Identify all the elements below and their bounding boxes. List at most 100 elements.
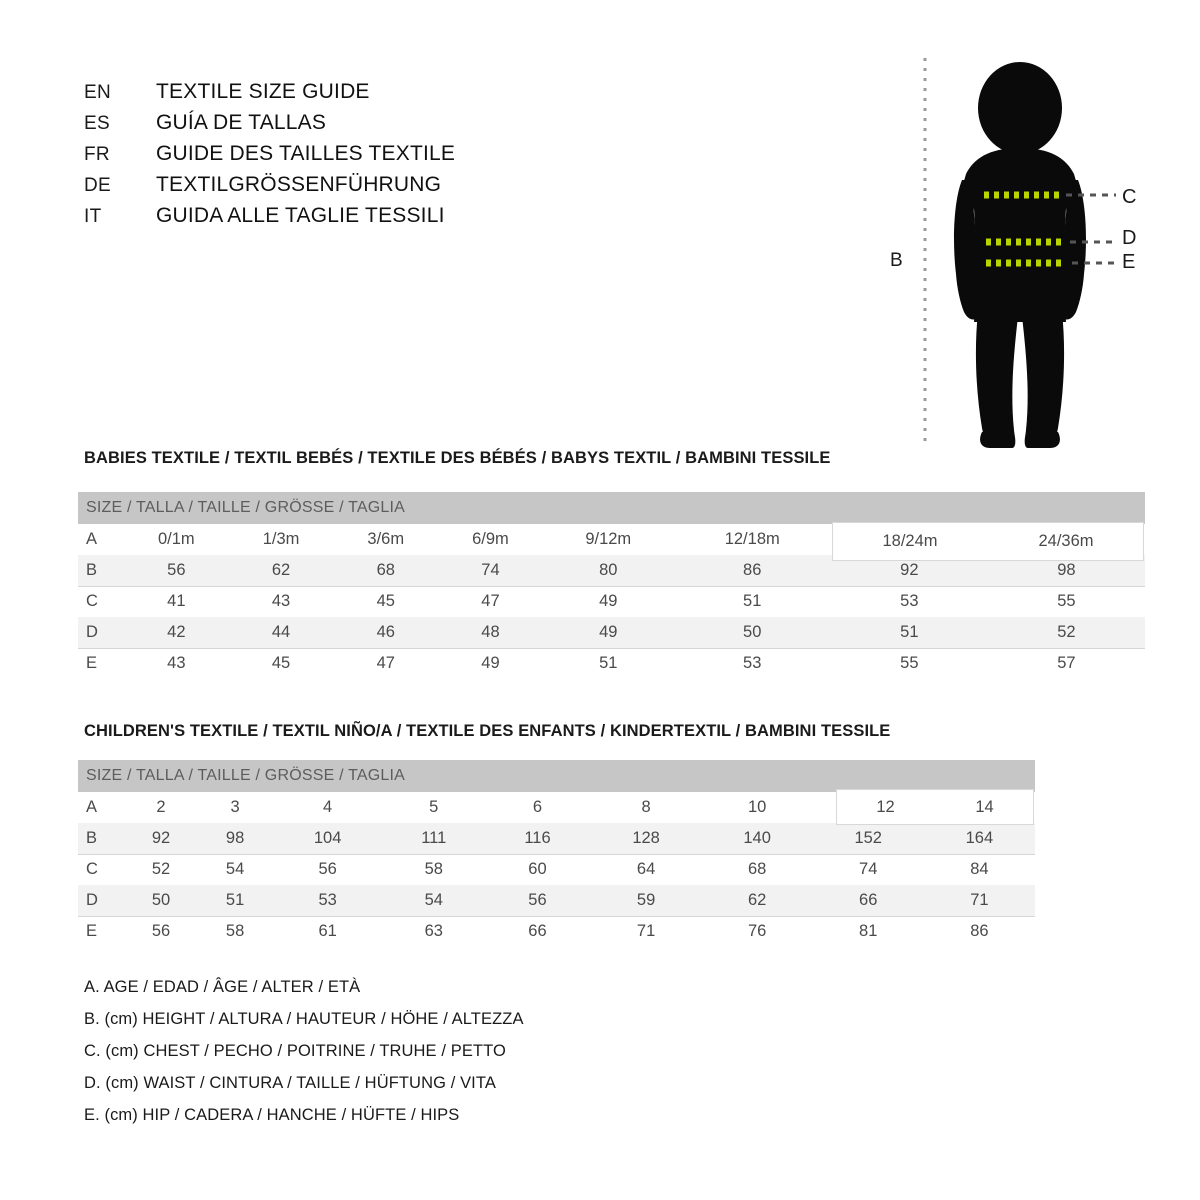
table-cell: 128 xyxy=(590,823,702,855)
table-cell: 62 xyxy=(228,555,334,587)
table-cell: 152 xyxy=(812,823,924,855)
table-cell: 3 xyxy=(230,798,240,816)
hip-label-e: E xyxy=(1122,251,1136,273)
table-cell: 68 xyxy=(747,860,767,879)
table-header-row: SIZE / TALLA / TAILLE / GRÖSSE / TAGLIA xyxy=(78,760,1035,792)
table-cell: 53 xyxy=(743,654,762,673)
table-header-row: SIZE / TALLA / TAILLE / GRÖSSE / TAGLIA xyxy=(78,492,1145,524)
table-cell: 59 xyxy=(590,885,702,917)
children-size-table: SIZE / TALLA / TAILLE / GRÖSSE / TAGLIA … xyxy=(78,760,1035,947)
table-row: D 42 44 46 48 49 50 51 52 xyxy=(78,617,1145,649)
language-row: IT GUIDA ALLE TAGLIE TESSILI xyxy=(84,204,564,235)
table-cell: 66 xyxy=(812,885,924,917)
table-cell: 81 xyxy=(859,922,878,941)
table-cell: 86 xyxy=(970,922,989,941)
table-cell: 56 xyxy=(151,922,171,941)
table-cell: 52 xyxy=(987,617,1145,649)
table-cell: 61 xyxy=(318,922,337,941)
language-row: ES GUÍA DE TALLAS xyxy=(84,111,564,142)
table-cell: 56 xyxy=(318,860,337,879)
table-row: C 52 54 56 58 60 64 68 74 84 xyxy=(78,854,1035,885)
table-cell: 64 xyxy=(636,860,656,879)
table-cell: 92 xyxy=(124,823,199,855)
table-cell: 45 xyxy=(376,592,395,611)
table-cell: 52 xyxy=(151,860,171,879)
table-cell: 12/18m xyxy=(724,530,780,548)
table-cell: 48 xyxy=(438,617,543,649)
table-cell: 111 xyxy=(383,823,485,855)
row-key: C xyxy=(86,860,98,879)
row-key: B xyxy=(78,555,124,587)
table-row: B 56 62 68 74 80 86 92 98 xyxy=(78,555,1145,587)
table-row: B 92 98 104 111 116 128 140 152 164 xyxy=(78,823,1035,855)
table-cell: 56 xyxy=(124,555,229,587)
table-cell: 54 xyxy=(383,885,485,917)
legend-item-a: A. AGE / EDAD / ÂGE / ALTER / ETÀ xyxy=(84,978,361,996)
table-cell: 71 xyxy=(923,885,1035,917)
table-cell: 55 xyxy=(1057,592,1076,611)
highlight-cell: 14 xyxy=(975,798,994,816)
table-cell: 0/1m xyxy=(158,530,195,548)
table-cell: 43 xyxy=(167,654,186,673)
table-cell: 140 xyxy=(701,823,813,855)
legend-item-d: D. (cm) WAIST / CINTURA / TAILLE / HÜFTU… xyxy=(84,1074,496,1092)
language-title: GUIDA ALLE TAGLIE TESSILI xyxy=(156,204,445,227)
child-silhouette-icon xyxy=(923,58,1116,448)
table-cell: 45 xyxy=(271,654,291,673)
row-key: A xyxy=(86,530,98,548)
table-cell: 46 xyxy=(333,617,439,649)
language-title: TEXTILE SIZE GUIDE xyxy=(156,80,370,103)
row-key: C xyxy=(86,592,98,611)
table-cell: 56 xyxy=(484,885,591,917)
table-cell: 58 xyxy=(225,922,245,941)
row-key: D xyxy=(78,617,124,649)
table-cell: 74 xyxy=(859,860,878,879)
table-cell: 63 xyxy=(424,922,443,941)
table-cell: 62 xyxy=(701,885,813,917)
measurement-legend: A. AGE / EDAD / ÂGE / ALTER / ETÀ B. (cm… xyxy=(84,978,524,1138)
table-row: D 50 51 53 54 56 59 62 66 71 xyxy=(78,885,1035,917)
row-key: A xyxy=(86,798,98,816)
table-cell: 51 xyxy=(599,654,618,673)
table-cell: 1/3m xyxy=(262,530,300,548)
table-cell: 74 xyxy=(438,555,543,587)
table-cell: 4 xyxy=(323,798,333,816)
table-cell: 60 xyxy=(528,860,547,879)
children-section-caption: CHILDREN'S TEXTILE / TEXTIL NIÑO/A / TEX… xyxy=(84,722,891,740)
language-row: FR GUIDE DES TAILLES TEXTILE xyxy=(84,142,564,173)
table-cell: 49 xyxy=(481,654,500,673)
legend-item-c: C. (cm) CHEST / PECHO / POITRINE / TRUHE… xyxy=(84,1042,506,1060)
language-row: DE TEXTILGRÖSSENFÜHRUNG xyxy=(84,173,564,204)
table-cell: 164 xyxy=(923,823,1035,855)
table-cell: 55 xyxy=(900,654,919,673)
silhouette-body xyxy=(954,62,1086,448)
babies-section-caption: BABIES TEXTILE / TEXTIL BEBÉS / TEXTILE … xyxy=(84,449,831,467)
language-code: FR xyxy=(84,144,110,165)
table-cell: 66 xyxy=(528,922,547,941)
table-cell: 54 xyxy=(225,860,245,879)
table-cell: 116 xyxy=(484,823,591,855)
table-cell: 98 xyxy=(198,823,273,855)
table-cell: 51 xyxy=(830,617,988,649)
body-measurement-figure xyxy=(870,40,1170,460)
table-cell: 53 xyxy=(900,592,919,611)
table-cell: 42 xyxy=(124,617,229,649)
highlight-cell: 24/36m xyxy=(1038,532,1094,550)
table-row: E 43 45 47 49 51 53 55 57 xyxy=(78,648,1145,679)
table-row: E 56 58 61 63 66 71 76 81 86 xyxy=(78,916,1035,947)
children-table-header: SIZE / TALLA / TAILLE / GRÖSSE / TAGLIA xyxy=(78,760,1035,792)
table-cell: 5 xyxy=(429,798,439,816)
language-code: EN xyxy=(84,82,111,103)
table-cell: 86 xyxy=(673,555,831,587)
table-cell: 58 xyxy=(424,860,443,879)
row-key: B xyxy=(78,823,124,855)
table-row: C 41 43 45 47 49 51 53 55 xyxy=(78,586,1145,617)
table-row: A 0/1m 1/3m 3/6m 6/9m 9/12m 12/18m 18/24… xyxy=(78,524,1145,555)
language-title: GUIDE DES TAILLES TEXTILE xyxy=(156,142,456,165)
table-cell: 50 xyxy=(124,885,199,917)
table-cell: 2 xyxy=(156,798,166,816)
table-cell: 44 xyxy=(228,617,334,649)
table-cell: 9/12m xyxy=(585,530,632,548)
language-title: GUÍA DE TALLAS xyxy=(156,111,327,134)
table-cell: 41 xyxy=(167,592,186,611)
